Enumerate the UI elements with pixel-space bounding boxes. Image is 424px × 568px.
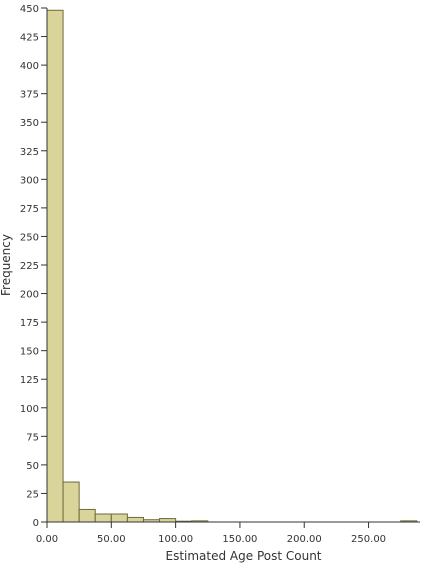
x-axis-label: Estimated Age Post Count — [165, 549, 321, 563]
histogram-bar — [159, 518, 177, 523]
y-tick-label: 300 — [20, 175, 39, 186]
y-tick-label: 400 — [20, 61, 39, 72]
y-tick-label: 250 — [20, 232, 39, 243]
histogram-bar — [46, 9, 64, 523]
x-tick-label: 200.00 — [287, 534, 322, 545]
y-tick-label: 25 — [26, 489, 39, 500]
x-tick-label: 150.00 — [222, 534, 257, 545]
y-tick-label: 375 — [20, 90, 39, 101]
histogram-bar — [62, 481, 80, 523]
histogram-bar — [78, 508, 96, 523]
y-tick-label: 350 — [20, 118, 39, 129]
histogram-bar — [94, 513, 112, 523]
y-tick-label: 125 — [20, 375, 39, 386]
histogram-bar — [126, 516, 144, 523]
y-axis-label: Frequency — [0, 234, 13, 296]
y-tick-label: 275 — [20, 204, 39, 215]
y-tick-label: 225 — [20, 261, 39, 272]
x-axis: 0.00 50.00 100.00 150.00 200.00 250.00 — [36, 521, 420, 545]
y-tick-label: 150 — [20, 347, 39, 358]
y-tick-label: 200 — [20, 290, 39, 301]
x-tick-label: 250.00 — [351, 534, 386, 545]
y-tick-label: 100 — [20, 404, 39, 415]
y-tick-label: 175 — [20, 318, 39, 329]
y-axis: 0 25 50 75 100 125 150 175 200 225 250 275 300 325 350… — [20, 4, 48, 529]
histogram-bar — [110, 513, 128, 523]
x-tick-label: 100.00 — [158, 534, 193, 545]
y-tick-label: 425 — [20, 33, 39, 44]
y-tick-label: 325 — [20, 147, 39, 158]
y-tick-label: 450 — [20, 4, 39, 15]
bars-group — [46, 9, 418, 523]
y-tick-label: 50 — [26, 461, 39, 472]
y-tick-label: 0 — [33, 518, 39, 529]
x-tick-label: 0.00 — [36, 534, 58, 545]
y-tick-label: 75 — [26, 432, 39, 443]
x-tick-label: 50.00 — [97, 534, 126, 545]
